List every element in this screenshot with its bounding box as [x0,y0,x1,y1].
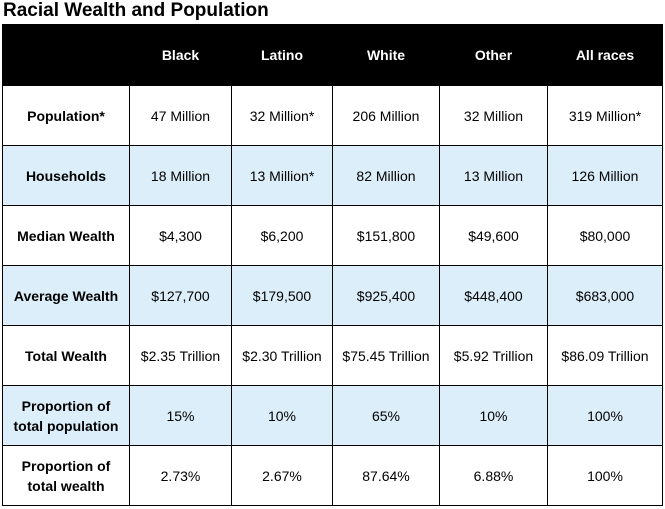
table-cell: $49,600 [439,205,548,266]
table-cell: 10% [439,385,548,446]
column-header-blank [2,24,130,86]
table-cell: $179,500 [231,265,333,326]
table-cell: 13 Million* [231,145,333,206]
table-cell: 2.73% [129,445,232,506]
row-label: Population* [2,85,130,146]
row-label: Proportion of total wealth [2,445,130,506]
table-row-households: Households 18 Million 13 Million* 82 Mil… [2,145,663,206]
table-cell: $925,400 [332,265,440,326]
column-header-latino: Latino [231,24,333,86]
table-cell: 87.64% [332,445,440,506]
table-cell: $4,300 [129,205,232,266]
table-cell: 82 Million [332,145,440,206]
wealth-table: Black Latino White Other All races Popul… [2,24,663,506]
table-cell: 18 Million [129,145,232,206]
table-cell: $127,700 [129,265,232,326]
row-label: Total Wealth [2,325,130,386]
table-cell: 13 Million [439,145,548,206]
table-cell: $2.35 Trillion [129,325,232,386]
table-cell: $75.45 Trillion [332,325,440,386]
table-cell: 6.88% [439,445,548,506]
table-row-median-wealth: Median Wealth $4,300 $6,200 $151,800 $49… [2,205,663,266]
table-row-proportion-wealth: Proportion of total wealth 2.73% 2.67% 8… [2,445,663,506]
table-cell: 32 Million* [231,85,333,146]
table-cell: $151,800 [332,205,440,266]
column-header-other: Other [439,24,548,86]
table-cell: $448,400 [439,265,548,326]
column-header-white: White [332,24,440,86]
table-cell: $5.92 Trillion [439,325,548,386]
column-header-all-races: All races [547,24,663,86]
table-cell: 100% [547,445,663,506]
table-cell: 206 Million [332,85,440,146]
table-cell: 126 Million [547,145,663,206]
table-row-total-wealth: Total Wealth $2.35 Trillion $2.30 Trilli… [2,325,663,386]
table-cell: 47 Million [129,85,232,146]
table-cell: 319 Million* [547,85,663,146]
table-cell: 15% [129,385,232,446]
table-cell: $86.09 Trillion [547,325,663,386]
column-header-black: Black [129,24,232,86]
table-header-row: Black Latino White Other All races [2,24,663,86]
table-cell: $80,000 [547,205,663,266]
table-cell: $6,200 [231,205,333,266]
row-label: Median Wealth [2,205,130,266]
page-title: Racial Wealth and Population [3,0,269,21]
table-row-proportion-population: Proportion of total population 15% 10% 6… [2,385,663,446]
row-label: Average Wealth [2,265,130,326]
table-row-average-wealth: Average Wealth $127,700 $179,500 $925,40… [2,265,663,326]
table-row-population: Population* 47 Million 32 Million* 206 M… [2,85,663,146]
table-cell: 2.67% [231,445,333,506]
table-cell: $2.30 Trillion [231,325,333,386]
table-cell: 32 Million [439,85,548,146]
row-label: Households [2,145,130,206]
table-cell: $683,000 [547,265,663,326]
table-cell: 65% [332,385,440,446]
table-cell: 100% [547,385,663,446]
row-label: Proportion of total population [2,385,130,446]
table-cell: 10% [231,385,333,446]
